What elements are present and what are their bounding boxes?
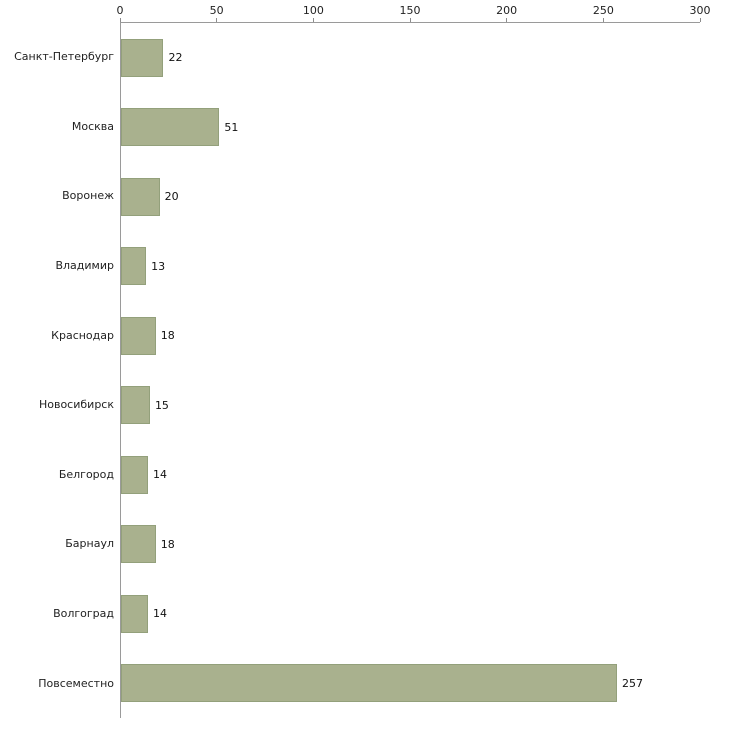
x-tick-label: 150: [399, 4, 421, 17]
category-label: Воронеж: [62, 189, 114, 203]
x-tick-mark: [506, 18, 508, 22]
category-label: Волгоград: [53, 607, 114, 621]
bar-row: 18: [121, 510, 700, 580]
bar: [121, 316, 156, 355]
category-label: Краснодар: [51, 328, 114, 342]
category-label: Барнаул: [65, 537, 114, 551]
x-tick-label: 50: [209, 4, 224, 17]
x-tick-mark: [312, 18, 314, 22]
category-labels: Санкт-Петербург Москва Воронеж Владимир Крас…: [0, 22, 117, 718]
bar-value-label: 13: [151, 259, 166, 273]
bar-value-label: 257: [622, 676, 643, 690]
x-tick-mark: [216, 18, 218, 22]
category-label: Санкт-Петербург: [14, 50, 114, 64]
bar-value-label: 18: [160, 537, 175, 551]
bar: [121, 108, 220, 147]
bar-value-label: 22: [168, 51, 183, 65]
bar-row: 13: [121, 232, 700, 302]
x-tick-label: 0: [116, 4, 124, 17]
x-tick-label: 250: [592, 4, 614, 17]
plot-area: 22 51 20 13 18 15 14 18 14 257: [120, 22, 700, 718]
bar-row: 51: [121, 93, 700, 163]
bar-value-label: 14: [153, 468, 168, 482]
bar: [121, 664, 617, 703]
x-tick-label: 300: [689, 4, 711, 17]
bar-row: 15: [121, 371, 700, 441]
bar: [121, 455, 149, 494]
bar: [121, 38, 164, 77]
bar: [121, 386, 150, 425]
category-label: Повсеместно: [38, 676, 114, 690]
bar-value-label: 18: [160, 329, 175, 343]
bar-value-label: 14: [153, 607, 168, 621]
bar-value-label: 15: [154, 398, 169, 412]
bar-row: 18: [121, 301, 700, 371]
bar: [121, 247, 147, 286]
x-tick-label: 200: [496, 4, 518, 17]
bar-value-label: 20: [164, 190, 179, 204]
category-label: Владимир: [55, 259, 114, 273]
category-label: Белгород: [58, 467, 114, 481]
x-tick-label: 100: [302, 4, 324, 17]
bar-row: 20: [121, 162, 700, 232]
category-label: Москва: [71, 119, 114, 133]
bar-row: 14: [121, 440, 700, 510]
x-axis: 0 50 100 150 200 250 300: [116, 0, 711, 22]
bar: [121, 177, 160, 216]
bar-value-label: 51: [224, 120, 239, 134]
bar-row: 22: [121, 23, 700, 93]
category-label: Новосибирск: [38, 398, 114, 412]
bar: [121, 594, 149, 633]
bar-row: 257: [121, 649, 700, 719]
x-tick-mark: [699, 18, 701, 22]
x-tick-mark: [602, 18, 604, 22]
x-tick-mark: [119, 18, 121, 22]
x-tick-mark: [409, 18, 411, 22]
bar-row: 14: [121, 579, 700, 649]
bar: [121, 525, 156, 564]
